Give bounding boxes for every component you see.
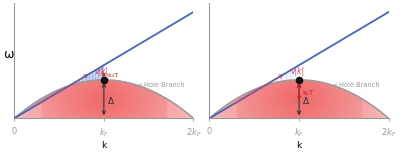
Text: v|k|: v|k| [95,67,109,76]
Y-axis label: ω: ω [4,48,14,61]
Text: Hole Branch: Hole Branch [334,82,380,88]
X-axis label: k: k [296,140,302,149]
Text: Hole Branch: Hole Branch [138,82,185,88]
Text: |k₂T: |k₂T [106,72,118,78]
Text: $\Delta$: $\Delta$ [106,95,115,106]
Text: k₂T: k₂T [303,90,314,96]
Text: v|k|: v|k| [290,67,304,76]
X-axis label: k: k [101,140,106,149]
Text: $\Delta$: $\Delta$ [302,95,310,106]
